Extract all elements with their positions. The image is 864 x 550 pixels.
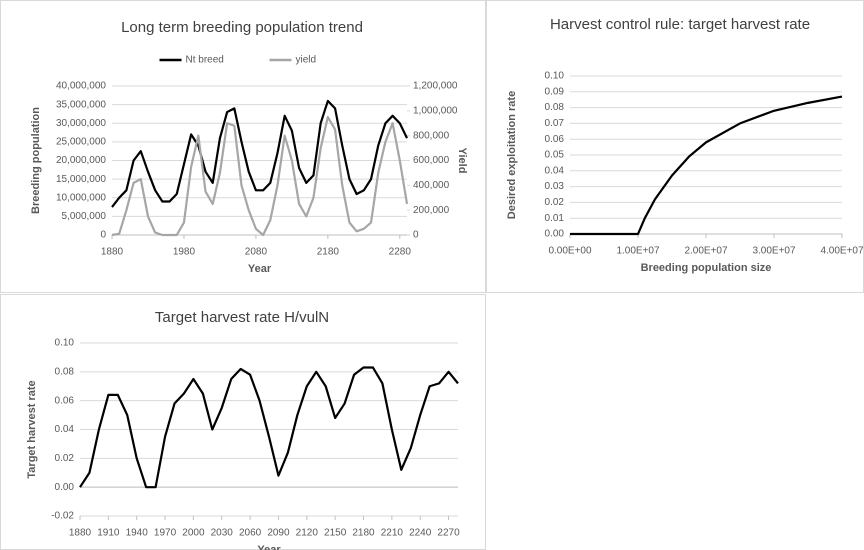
y-tick-label: 0.08 [545,102,565,113]
y-tick-label: 0.02 [545,197,565,208]
series-line [111,115,409,237]
x-tick-label: 2000 [182,528,205,539]
y-tick-label: 0.09 [545,86,565,97]
y2-tick-label: 800,000 [413,130,450,141]
y-tick-label: 35,000,000 [56,99,106,110]
chart-title: Long term breeding population trend [121,19,363,36]
x-tick-label: 2280 [389,247,412,258]
y-axis-title: Target harvest rate [26,380,38,478]
x-tick-label: 2030 [211,528,234,539]
x-tick-label: 3.00E+07 [752,246,796,257]
y-tick-label: 0.07 [545,118,565,129]
x-tick-label: 1.00E+07 [616,246,660,257]
panel [486,0,864,293]
y-tick-label: 20,000,000 [56,155,106,166]
y-tick-label: 0.08 [55,366,75,377]
y-tick-label: -0.02 [51,511,74,522]
y2-tick-label: 600,000 [413,155,450,166]
y-tick-label: 25,000,000 [56,137,106,148]
x-tick-label: 2210 [381,528,404,539]
x-tick-label: 1910 [97,528,120,539]
series-line [111,99,408,208]
x-tick-label: 0.00E+00 [548,246,592,257]
y-tick-label: 0.10 [545,71,565,82]
y-tick-label: 10,000,000 [56,192,106,203]
x-tick-label: 1880 [69,528,92,539]
y-tick-label: 15,000,000 [56,174,106,185]
x-tick-label: 2180 [317,247,340,258]
legend-label: yield [296,55,317,66]
x-tick-label: 2060 [239,528,262,539]
chart-title: Harvest control rule: target harvest rat… [549,16,811,33]
y2-tick-label: 400,000 [413,180,450,191]
y-tick-label: 0.01 [545,213,565,224]
x-tick-label: 2080 [245,247,268,258]
y-tick-label: 0 [100,230,106,241]
y2-tick-label: 1,000,000 [413,105,458,116]
y2-tick-label: 200,000 [413,205,450,216]
x-tick-label: 1880 [101,247,124,258]
x-tick-label: 2180 [352,528,375,539]
y-tick-label: 30,000,000 [56,118,106,129]
chart-title: Target harvest rate H/vulN [155,309,329,326]
x-axis-title: Breeding population size [641,262,772,274]
series-line [570,95,843,236]
y-tick-label: 0.02 [55,453,75,464]
y-tick-label: 0.05 [545,150,565,161]
y-tick-label: 40,000,000 [56,81,106,92]
y-tick-label: 0.03 [545,181,565,192]
y2-axis-title: Yield [456,148,468,174]
y-tick-label: 0.04 [55,424,75,435]
y-tick-label: 0.00 [545,229,565,240]
x-tick-label: 2150 [324,528,347,539]
x-tick-label: 2270 [437,528,460,539]
x-tick-label: 2240 [409,528,432,539]
chart-title-box: Harvest control rule: target harvest rat… [549,16,811,33]
y2-tick-label: 1,200,000 [413,81,458,92]
x-axis-title: Year [257,544,281,550]
legend-label: Nt breed [186,55,224,66]
y2-tick-label: 0 [413,230,419,241]
y-axis-title: Breeding population [30,107,42,214]
y-tick-label: 5,000,000 [62,211,107,222]
y-tick-label: 0.10 [55,338,75,349]
x-tick-label: 2120 [296,528,319,539]
y-tick-label: 0.04 [545,165,565,176]
x-tick-label: 1940 [126,528,149,539]
y-tick-label: 0.06 [55,395,75,406]
x-tick-label: 1980 [173,247,196,258]
y-tick-label: 0.00 [55,482,75,493]
x-tick-label: 4.00E+07 [820,246,864,257]
y-axis-title: Desired exploitation rate [506,91,518,219]
panel [0,294,486,550]
x-axis-title: Year [248,263,272,275]
x-tick-label: 1970 [154,528,177,539]
y-tick-label: 0.06 [545,134,565,145]
x-tick-label: 2090 [267,528,290,539]
x-tick-label: 2.00E+07 [684,246,728,257]
series-line [79,366,459,489]
